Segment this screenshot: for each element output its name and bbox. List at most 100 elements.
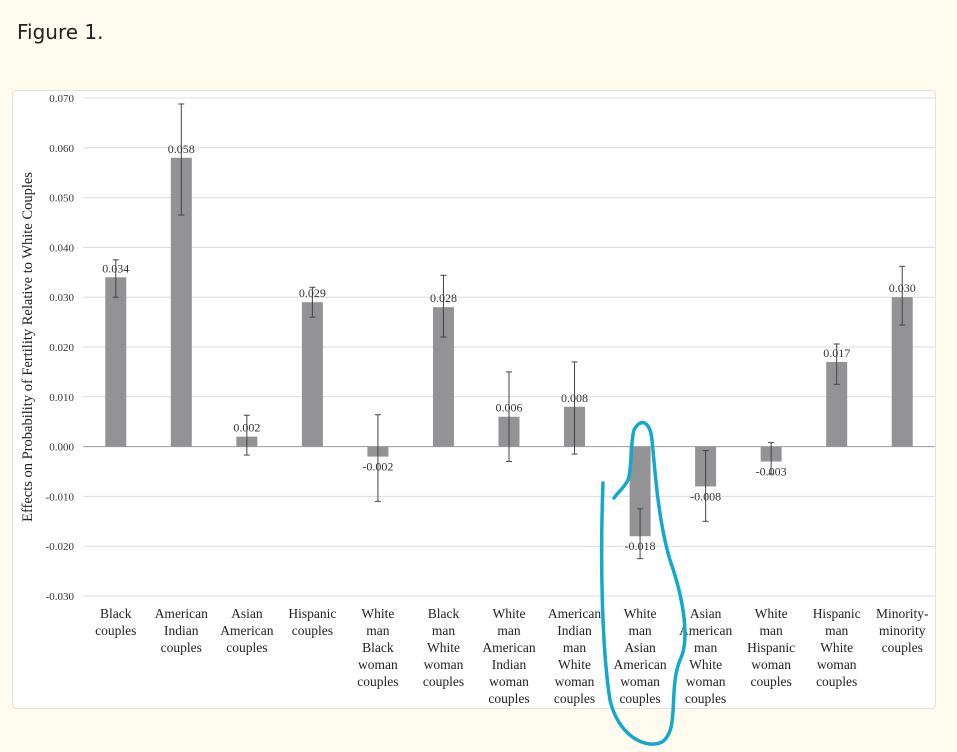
category-label-line: Black [428, 606, 460, 621]
category-label-line: couples [226, 640, 267, 655]
category-label-line: White [558, 657, 591, 672]
category-label-line: American [679, 623, 732, 638]
data-label: 0.002 [233, 421, 260, 435]
category-label-line: White [755, 606, 788, 621]
category-label: White man Hispanic woman couples [747, 606, 795, 689]
category-label-line: couples [292, 623, 333, 638]
data-label: 0.030 [889, 281, 916, 295]
error-bars [112, 103, 906, 560]
category-label-line: couples [357, 674, 398, 689]
category-label-line: American [155, 606, 208, 621]
category-label-line: Indian [557, 623, 592, 638]
data-label: -0.003 [756, 465, 787, 479]
category-label-line: couples [161, 640, 202, 655]
category-label-line: Hispanic [288, 606, 336, 621]
y-tick-label: -0.030 [46, 591, 75, 603]
data-labels: 0.034 0.058 0.002 0.029 -0.002 0.028 0.006 0.00… [102, 142, 915, 553]
y-tick-label: -0.010 [46, 491, 75, 503]
category-label: Asian American man White woman couples [679, 606, 732, 706]
bar [301, 302, 323, 447]
category-label-line: White [493, 606, 526, 621]
y-tick-label: 0.020 [49, 342, 74, 354]
category-label: White man Asian American woman couples [613, 606, 666, 706]
category-label-line: woman [686, 674, 726, 689]
category-label-line: woman [555, 674, 595, 689]
y-tick-label: -0.020 [46, 541, 75, 553]
category-label-line: couples [488, 691, 529, 706]
category-label-line: couples [816, 674, 857, 689]
category-label-line: man [563, 640, 586, 655]
category-label-line: man [694, 640, 717, 655]
category-label: Black couples [95, 606, 136, 638]
category-label-line: man [366, 623, 389, 638]
data-label: -0.002 [362, 460, 393, 474]
category-label: Black man White woman couples [423, 606, 464, 689]
category-label-line: American [613, 657, 666, 672]
category-label-line: man [432, 623, 455, 638]
category-label-line: Black [362, 640, 394, 655]
bar [826, 361, 848, 447]
data-label: -0.018 [625, 539, 656, 553]
category-label-line: woman [424, 657, 464, 672]
category-label-line: woman [817, 657, 857, 672]
category-label: Hispanic couples [288, 606, 336, 638]
y-tick-label: 0.060 [49, 143, 74, 155]
category-label-line: Hispanic [813, 606, 861, 621]
category-label-line: Black [100, 606, 132, 621]
y-axis-label: Effects on Probability of Fertility Rela… [20, 172, 36, 522]
bar [170, 157, 192, 447]
category-label: Asian American couples [220, 606, 273, 655]
category-label-line: couples [882, 640, 923, 655]
category-label-line: man [497, 623, 520, 638]
data-label: 0.028 [430, 291, 457, 305]
data-label: 0.058 [168, 142, 195, 156]
category-label-line: Asian [624, 640, 656, 655]
category-label-line: Hispanic [747, 640, 795, 655]
category-label-line: woman [358, 657, 398, 672]
bar [105, 277, 127, 447]
category-label-line: minority [879, 623, 926, 638]
data-label: -0.008 [690, 489, 721, 503]
category-labels: Black couples American Indian couples Asian Am… [95, 606, 929, 706]
data-label: 0.034 [102, 261, 129, 275]
category-label-line: couples [554, 691, 595, 706]
category-label: Hispanic man White woman couples [813, 606, 861, 689]
category-label-line: American [482, 640, 535, 655]
category-label-line: couples [751, 674, 792, 689]
bar [629, 446, 651, 537]
category-label-line: American [548, 606, 601, 621]
category-label-line: American [220, 623, 273, 638]
category-label-line: Asian [231, 606, 263, 621]
y-tick-label: 0.010 [49, 392, 74, 404]
data-label: 0.029 [299, 286, 326, 300]
category-label-line: couples [95, 623, 136, 638]
category-label-line: White [689, 657, 722, 672]
category-label: Minority-minority couples [876, 606, 929, 655]
category-label-line: Indian [492, 657, 527, 672]
category-label-line: man [760, 623, 783, 638]
category-label-line: Indian [164, 623, 199, 638]
y-tick-label: 0.050 [49, 193, 74, 205]
category-label-line: White [624, 606, 657, 621]
category-label-line: man [825, 623, 848, 638]
category-label: American Indian man White woman couples [548, 606, 601, 706]
category-label-line: couples [423, 674, 464, 689]
category-label-line: woman [620, 674, 660, 689]
y-tick-label: 0.030 [49, 292, 74, 304]
category-label-line: White [820, 640, 853, 655]
category-label: White man Black woman couples [357, 606, 398, 689]
figure-title: Figure 1. [17, 20, 104, 44]
y-tick-label: 0.040 [49, 242, 74, 254]
y-tick-label: 0.000 [49, 442, 74, 454]
y-tick-label: 0.070 [49, 93, 74, 105]
bar [432, 307, 454, 447]
category-label-line: couples [619, 691, 660, 706]
data-label: 0.008 [561, 391, 588, 405]
category-label-line: White [427, 640, 460, 655]
data-label: 0.017 [823, 346, 850, 360]
category-label-line: man [628, 623, 651, 638]
category-label-line: couples [685, 691, 726, 706]
chart-container [12, 90, 936, 709]
y-axis-ticks: 0.070 0.060 0.050 0.040 0.030 0.020 0.010 0.000… [46, 93, 75, 603]
